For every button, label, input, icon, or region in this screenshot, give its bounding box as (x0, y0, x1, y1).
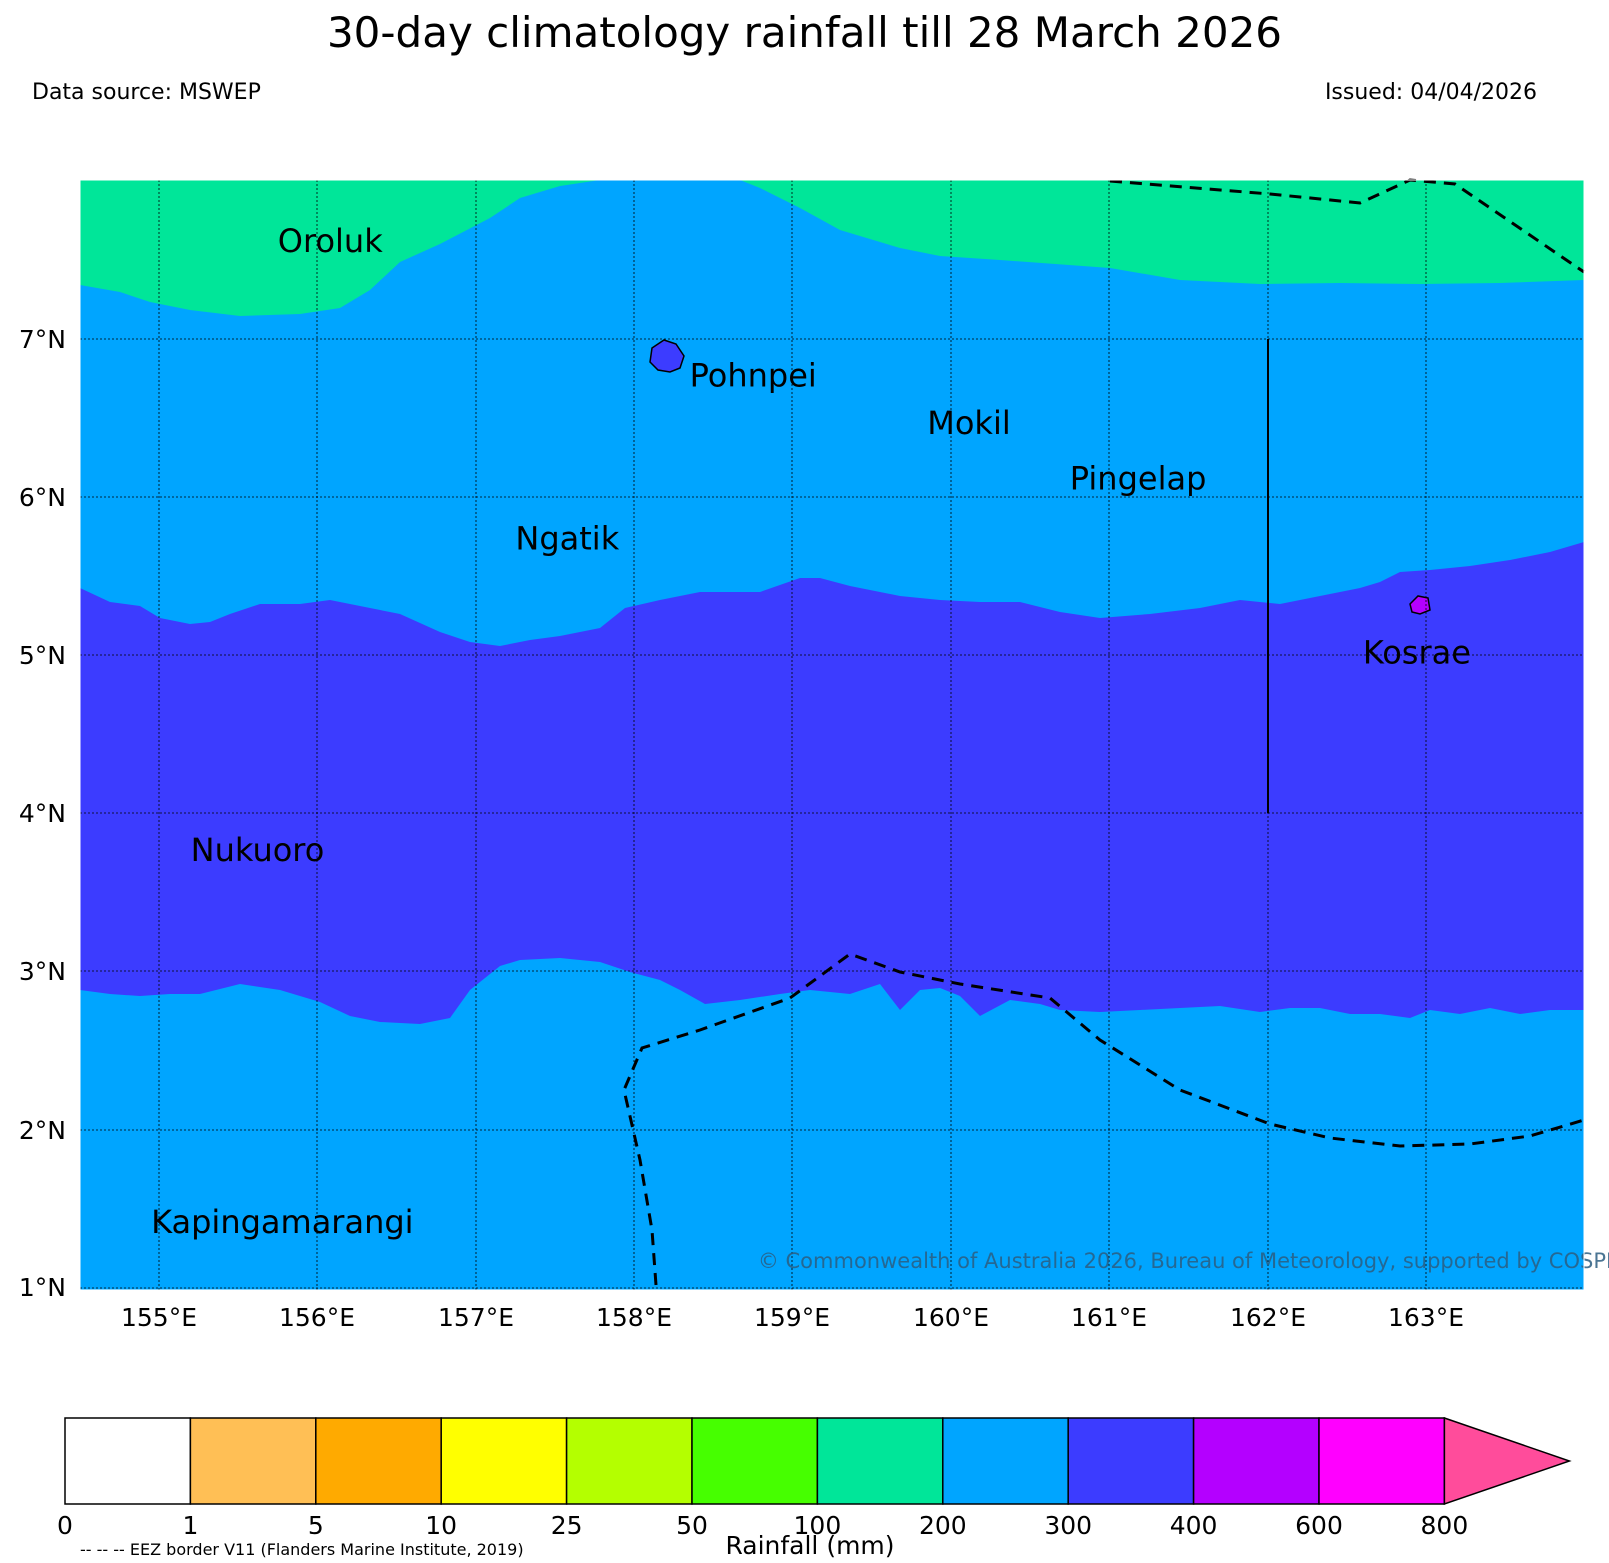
colorbar: 0 1 5 10 25 50 100 200 300 400 600 800 (57, 1416, 1572, 1540)
zone-300-400 (80, 542, 1584, 1024)
colorbar-tick-label: 600 (1295, 1511, 1343, 1540)
colorbar-tick-label: 200 (919, 1511, 967, 1540)
lon-label: 158°E (596, 1303, 672, 1332)
lon-labels: 155°E 156°E 157°E 158°E 159°E 160°E 161°… (121, 1303, 1464, 1332)
lat-label: 3°N (19, 957, 66, 986)
colorbar-swatch (565, 1417, 693, 1505)
lat-label: 5°N (19, 641, 66, 670)
colorbar-swatch (942, 1417, 1069, 1505)
colorbar-title: Rainfall (mm) (725, 1531, 894, 1560)
place-label-nukuoro: Nukuoro (191, 831, 325, 869)
lon-label: 163°E (1388, 1303, 1464, 1332)
copyright-notice: © Commonwealth of Australia 2026, Bureau… (758, 1249, 1609, 1273)
lat-label: 7°N (19, 325, 66, 354)
place-label-mokil: Mokil (927, 404, 1011, 442)
colorbar-swatch (64, 1417, 192, 1505)
place-labels: Oroluk Pohnpei Mokil Pingelap Ngatik Kosrae Nu… (151, 222, 1471, 1241)
rainfall-field (80, 180, 1584, 1290)
colorbar-tick-label: 100 (794, 1511, 842, 1540)
lat-label: 1°N (19, 1273, 66, 1302)
lon-label: 157°E (438, 1303, 514, 1332)
colorbar-tick-label: 800 (1421, 1511, 1469, 1540)
colorbar-tick-label: 0 (57, 1511, 73, 1540)
place-label-kosrae: Kosrae (1363, 633, 1471, 671)
lat-label: 2°N (19, 1116, 66, 1145)
lat-label: 4°N (19, 799, 66, 828)
place-label-pingelap: Pingelap (1070, 459, 1207, 497)
eez-legend-note: -- -- -- EEZ border V11 (Flanders Marine… (80, 1540, 524, 1559)
lat-label: 6°N (19, 483, 66, 512)
map-title: 30-day climatology rainfall till 28 Marc… (326, 8, 1283, 57)
plot-frame (79, 179, 1585, 1291)
lon-label: 160°E (913, 1303, 989, 1332)
colorbar-swatch (315, 1417, 442, 1505)
colorbar-tick-label: 50 (676, 1511, 708, 1540)
colorbar-tick-label: 10 (425, 1511, 457, 1540)
pohnpei-island (649, 339, 685, 373)
kosrae-island (1409, 595, 1431, 615)
colorbar-swatch (189, 1417, 317, 1505)
lon-label: 159°E (754, 1303, 830, 1332)
place-label-pohnpei: Pohnpei (690, 356, 817, 394)
place-label-ngatik: Ngatik (515, 519, 619, 557)
place-label-kapingamarangi: Kapingamarangi (151, 1203, 413, 1241)
colorbar-swatch (1067, 1417, 1195, 1505)
issued-date: Issued: 04/04/2026 (1324, 80, 1537, 105)
colorbar-tick-label: 5 (308, 1511, 324, 1540)
lon-label: 155°E (121, 1303, 197, 1332)
eez-border (622, 178, 1585, 1286)
colorbar-tick-label: 25 (551, 1511, 583, 1540)
colorbar-swatch (1318, 1417, 1446, 1505)
colorbar-tick-label: 400 (1170, 1511, 1218, 1540)
colorbar-swatch (1192, 1417, 1320, 1505)
zone-100-200-north (80, 180, 1584, 316)
place-label-oroluk: Oroluk (278, 222, 383, 260)
data-source: Data source: MSWEP (32, 80, 261, 105)
colorbar-tick-label: 300 (1044, 1511, 1092, 1540)
colorbar-swatch (691, 1417, 819, 1505)
lon-label: 156°E (279, 1303, 355, 1332)
colorbar-swatch (816, 1417, 944, 1505)
colorbar-tick-label: 1 (182, 1511, 198, 1540)
colorbar-swatch (440, 1417, 568, 1505)
colorbar-extend-arrow (1443, 1416, 1572, 1506)
lon-label: 162°E (1230, 1303, 1306, 1332)
lon-label: 161°E (1071, 1303, 1147, 1332)
lat-labels: 7°N 6°N 5°N 4°N 3°N 2°N 1°N (19, 325, 66, 1302)
